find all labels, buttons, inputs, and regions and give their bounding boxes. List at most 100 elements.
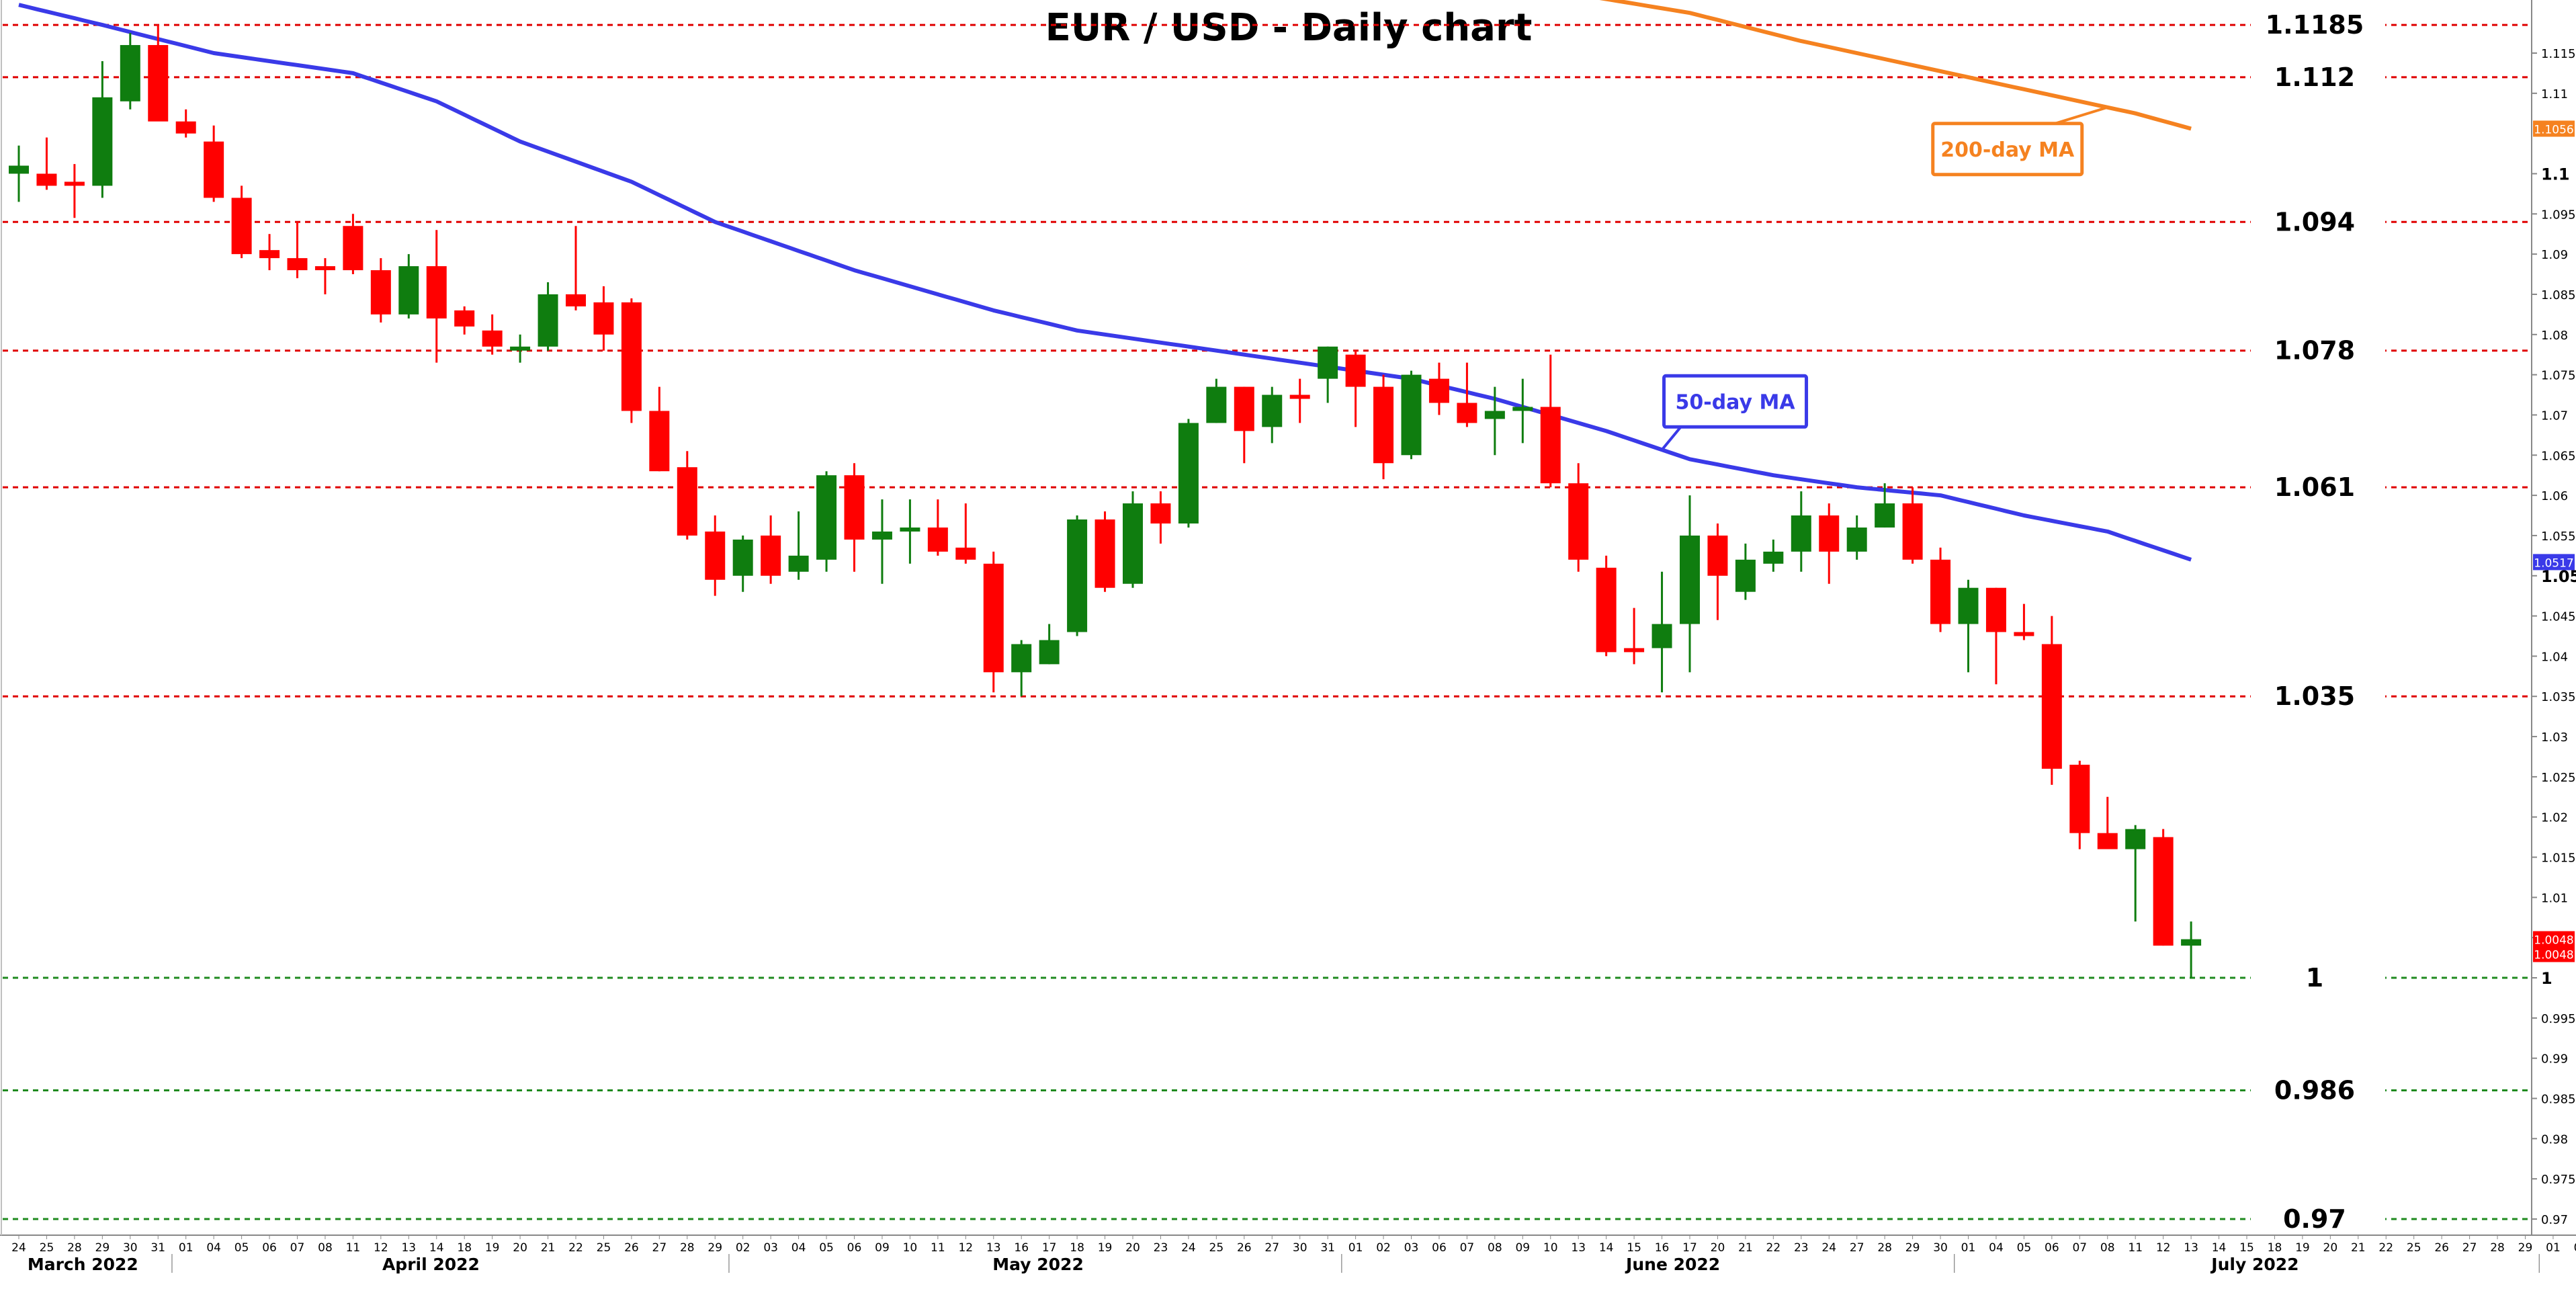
x-tick-label: 29 (2518, 1241, 2533, 1255)
candle-body (566, 294, 586, 306)
candle-body (816, 475, 837, 560)
candle-body (64, 181, 85, 186)
y-tick-label: 1.035 (2541, 690, 2576, 704)
candle-body (92, 97, 113, 186)
y-tick-label: 0.995 (2541, 1012, 2576, 1026)
candle (1763, 539, 1784, 572)
x-tick-label: 25 (2407, 1241, 2421, 1255)
x-tick-label: 28 (67, 1241, 82, 1255)
candle (1902, 487, 1923, 564)
candle (1735, 543, 1756, 600)
x-tick-label: 27 (1850, 1241, 1864, 1255)
price-tag-label: 1.1056 (2534, 123, 2573, 136)
candle-body (120, 45, 140, 101)
candle (36, 137, 57, 190)
candle-body (1484, 411, 1505, 419)
x-tick-label: 12 (374, 1241, 388, 1255)
y-tick-label: 1 (2541, 969, 2552, 988)
candle (2097, 796, 2118, 849)
x-tick-label: 03 (1404, 1241, 1419, 1255)
level-label-1.061: 1.061 (2274, 472, 2355, 502)
candle-body (148, 45, 169, 122)
candle-body (732, 539, 753, 576)
price-tag-bg (2533, 931, 2575, 948)
x-tick-label: 22 (2378, 1241, 2393, 1255)
candle-body (1318, 346, 1338, 379)
x-tick-label: 23 (1794, 1241, 1809, 1255)
annotations: 200-day MA 50-day MA (1661, 106, 2108, 451)
level-label-bg-1 (2251, 960, 2385, 996)
candle (566, 226, 586, 310)
x-tick-label: 18 (457, 1241, 472, 1255)
level-label-0.97: 0.97 (2283, 1204, 2346, 1234)
level-label-bg-1.078 (2251, 333, 2385, 368)
candle-body (1791, 515, 1811, 552)
candle-body (1094, 519, 1115, 588)
month-label: July 2022 (2210, 1255, 2299, 1274)
candle (120, 33, 140, 110)
candle-body (1206, 386, 1227, 423)
candle-body (1819, 515, 1840, 552)
x-tick-label: 13 (2184, 1241, 2198, 1255)
candle (677, 451, 697, 540)
x-tick-label: 21 (541, 1241, 556, 1255)
y-tick-label: 1.045 (2541, 610, 2576, 624)
candle-body (1958, 587, 1979, 624)
candle (1345, 350, 1366, 427)
candle (287, 222, 308, 279)
x-tick-label: 27 (2462, 1241, 2477, 1255)
level-label-1: 1 (2306, 963, 2323, 993)
x-tick-label: 26 (1237, 1241, 1252, 1255)
candle-body (1067, 519, 1088, 632)
candle-body (788, 555, 809, 572)
level-label-bg-1.061 (2251, 470, 2385, 505)
candle (1150, 491, 1171, 544)
x-tick-label: 21 (1738, 1241, 1753, 1255)
candle (1401, 370, 1422, 460)
level-label-bg-1.035 (2251, 679, 2385, 714)
y-tick-label: 1.08 (2541, 329, 2568, 343)
x-tick-label: 01 (1348, 1241, 1363, 1255)
x-tick-label: 12 (2156, 1241, 2171, 1255)
x-tick-label: 30 (1933, 1241, 1948, 1255)
x-tick-label: 28 (680, 1241, 695, 1255)
x-tick-label: 03 (763, 1241, 778, 1255)
level-label-1.112: 1.112 (2274, 62, 2355, 92)
candle (1624, 608, 1645, 665)
candle (1123, 491, 1143, 588)
candle (1819, 503, 1840, 584)
x-tick-label: 02 (1376, 1241, 1391, 1255)
y-tick-label: 1.115 (2541, 47, 2576, 61)
candle (732, 535, 753, 592)
candle-body (955, 547, 976, 560)
price-tag-label: 1.0517 (2534, 556, 2573, 570)
candle (983, 551, 1004, 693)
candle (2041, 616, 2062, 785)
candle-body (343, 226, 363, 271)
x-tick-label: 09 (1515, 1241, 1530, 1255)
level-label-bg-1.094 (2251, 204, 2385, 240)
candle-body (1401, 374, 1422, 456)
candle (259, 234, 280, 271)
y-tick-label: 1.11 (2541, 87, 2568, 101)
candle (2181, 921, 2202, 978)
y-tick-label: 1.01 (2541, 891, 2568, 905)
x-tick-label: 04 (791, 1241, 806, 1255)
candle-body (1596, 567, 1617, 653)
month-label: March 2022 (28, 1255, 138, 1274)
annotation-label: 50-day MA (1676, 390, 1796, 414)
candle (1540, 354, 1561, 488)
month-label: April 2022 (382, 1255, 480, 1274)
candle-body (1150, 503, 1171, 524)
x-tick-label: 27 (1264, 1241, 1279, 1255)
y-tick-label: 1.09 (2541, 248, 2568, 262)
candle-body (1930, 559, 1951, 624)
candle (1568, 463, 1589, 572)
candle-body (1875, 503, 1895, 528)
x-tick-label: 20 (1711, 1241, 1725, 1255)
candle-body (1457, 403, 1477, 423)
x-tick-label: 31 (151, 1241, 165, 1255)
candle-body (1428, 378, 1449, 403)
x-tick-label: 12 (958, 1241, 973, 1255)
candle-body (1178, 423, 1199, 524)
